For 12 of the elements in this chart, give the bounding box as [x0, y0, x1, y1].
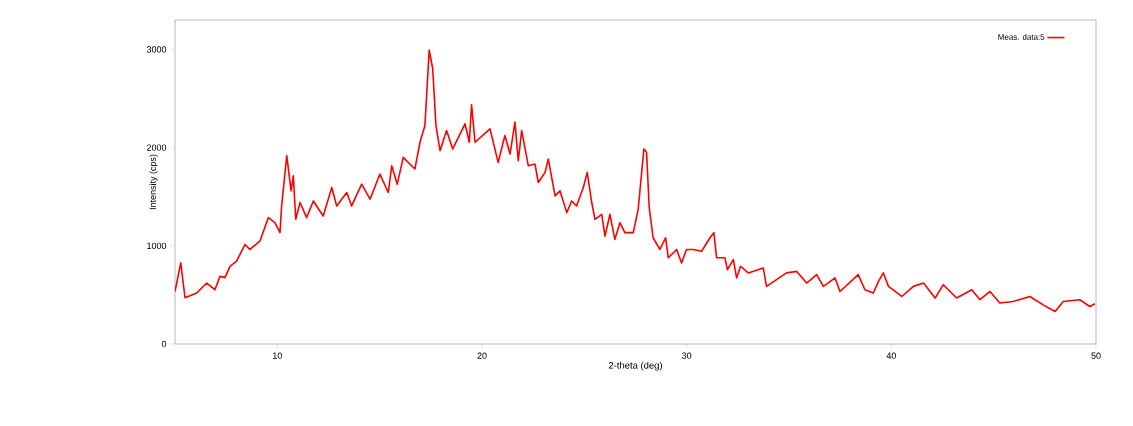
y-tick-label: 3000	[146, 46, 167, 53]
line-series	[175, 49, 1096, 313]
x-tick-label: 20	[477, 352, 487, 359]
x-tick-label: 10	[273, 352, 282, 359]
x-tick-label: 50	[1091, 352, 1101, 359]
y-tick-label: 2000	[146, 144, 167, 151]
y-tick-label: 1000	[147, 242, 167, 249]
y-axis-title: Intensity (cps)	[149, 154, 158, 210]
y-tick-label: 0	[161, 340, 167, 348]
x-axis-title: 2-theta (deg)	[608, 361, 662, 371]
x-tick-label: 30	[682, 352, 692, 359]
x-tick-label: 40	[886, 352, 896, 359]
